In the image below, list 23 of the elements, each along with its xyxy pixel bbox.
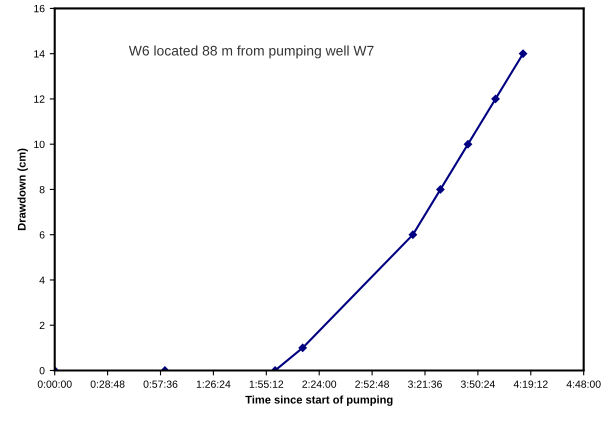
x-tick-label: 0:28:48 bbox=[90, 380, 125, 388]
y-tick-label: 16 bbox=[34, 4, 45, 12]
x-tick-label: 3:50:24 bbox=[460, 380, 495, 388]
x-tick-label: 1:55:12 bbox=[250, 380, 284, 388]
x-tick-label: 2:52:48 bbox=[355, 380, 390, 388]
y-tick-label: 8 bbox=[40, 186, 45, 194]
y-tick-label: 6 bbox=[40, 231, 45, 239]
y-tick-label: 4 bbox=[39, 276, 45, 284]
x-tick-label: 4:48:00 bbox=[566, 380, 601, 388]
x-tick-label: 3:21:36 bbox=[408, 380, 442, 388]
y-tick-label: 12 bbox=[34, 95, 44, 103]
x-tick-label: 4:19:12 bbox=[514, 380, 548, 388]
y-tick-label: 14 bbox=[34, 50, 45, 58]
y-axis-title: Drawdown (cm) bbox=[18, 148, 28, 230]
y-tick-label: 10 bbox=[34, 140, 45, 148]
x-tick-label: 0:00:00 bbox=[38, 380, 72, 388]
x-tick-label: 0:57:36 bbox=[144, 380, 178, 388]
y-tick-label: 0 bbox=[40, 366, 45, 374]
x-axis-title: Time since start of pumping bbox=[245, 395, 392, 406]
x-tick-label: 2:24:00 bbox=[302, 380, 336, 388]
y-tick-label: 2 bbox=[40, 322, 44, 329]
annotation: W6 located 88 m from pumping well W7 bbox=[128, 45, 374, 58]
x-tick-label: 1:26:24 bbox=[196, 380, 230, 388]
